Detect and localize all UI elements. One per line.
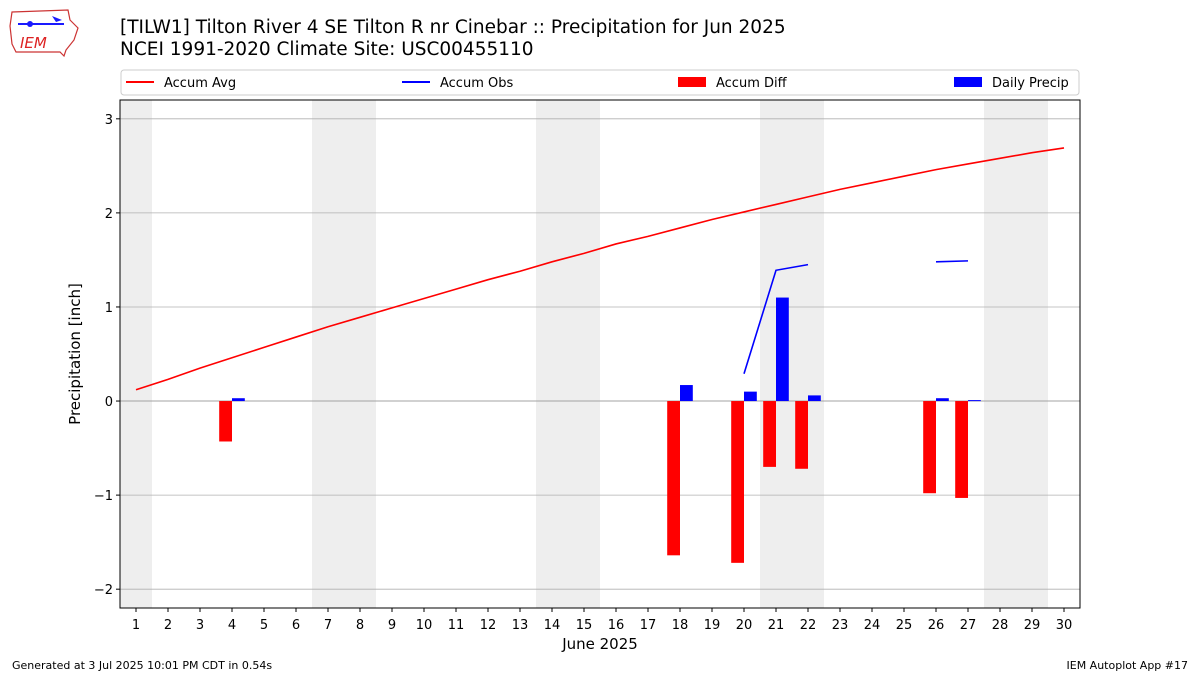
accum-diff-bar — [219, 401, 232, 442]
weekend-band — [536, 100, 600, 608]
accum-diff-bar — [731, 401, 744, 563]
x-tick-label: 11 — [448, 618, 465, 633]
bars — [219, 297, 981, 563]
x-tick-label: 18 — [672, 618, 689, 633]
lines — [135, 147, 1065, 391]
x-tick-label: 26 — [928, 618, 945, 633]
weekend-band — [984, 100, 1048, 608]
y-tick-label: −2 — [94, 583, 113, 598]
x-tick-label: 27 — [960, 618, 977, 633]
x-tick-label: 13 — [512, 618, 529, 633]
legend-label: Daily Precip — [992, 76, 1069, 91]
generated-timestamp: Generated at 3 Jul 2025 10:01 PM CDT in … — [12, 659, 273, 672]
legend-bar-swatch — [954, 77, 982, 87]
weekend-band — [312, 100, 376, 608]
x-tick-label: 1 — [132, 618, 140, 633]
x-tick-label: 16 — [608, 618, 625, 633]
legend-label: Accum Obs — [440, 76, 513, 91]
plot-frame — [119, 99, 1081, 609]
accum-obs-line — [935, 260, 969, 263]
legend-bar-swatch — [678, 77, 706, 87]
accum-diff-bar — [667, 401, 680, 556]
daily-precip-bar — [232, 398, 245, 402]
daily-precip-bar — [744, 391, 757, 402]
legend-label: Accum Diff — [716, 76, 788, 91]
x-tick-label: 22 — [800, 618, 817, 633]
logo-text: IEM — [20, 34, 47, 52]
y-axis-label: Precipitation [inch] — [66, 283, 84, 425]
accum-avg-line — [135, 147, 1065, 391]
x-tick-label: 28 — [992, 618, 1009, 633]
x-tick-label: 30 — [1056, 618, 1073, 633]
chart-title: [TILW1] Tilton River 4 SE Tilton R nr Ci… — [120, 17, 786, 38]
x-tick-label: 21 — [768, 618, 785, 633]
iem-logo: IEM — [9, 9, 79, 58]
accum-diff-bar — [955, 401, 968, 498]
x-tick-label: 24 — [864, 618, 881, 633]
x-tick-label: 14 — [544, 618, 561, 633]
accum-obs-line — [743, 263, 809, 374]
autoplot-app-label: IEM Autoplot App #17 — [1066, 659, 1189, 672]
x-tick-label: 7 — [324, 618, 332, 633]
daily-precip-bar — [936, 398, 949, 402]
x-tick-label: 6 — [292, 618, 300, 633]
chart-subtitle: NCEI 1991-2020 Climate Site: USC00455110 — [120, 39, 534, 60]
weekend-shading — [120, 100, 1048, 608]
grid-lines — [120, 118, 1080, 590]
accum-diff-bar — [795, 401, 808, 469]
x-tick-label: 23 — [832, 618, 849, 633]
x-tick-label: 8 — [356, 618, 364, 633]
accum-diff-bar — [923, 401, 936, 494]
x-tick-label: 25 — [896, 618, 913, 633]
accum-diff-bar — [763, 401, 776, 467]
x-tick-label: 19 — [704, 618, 721, 633]
daily-precip-bar — [968, 400, 981, 402]
y-tick-label: 0 — [105, 395, 113, 410]
legend: Accum Avg Accum Obs Accum Diff Daily Precip — [120, 69, 1080, 96]
x-tick-label: 20 — [736, 618, 753, 633]
x-tick-label: 4 — [228, 618, 236, 633]
y-tick-label: 1 — [105, 301, 113, 316]
daily-precip-bar — [808, 395, 821, 402]
x-tick-label: 5 — [260, 618, 268, 633]
x-axis-label: June 2025 — [561, 635, 638, 653]
legend-label: Accum Avg — [164, 76, 236, 91]
x-tick-label: 29 — [1024, 618, 1041, 633]
x-tick-label: 17 — [640, 618, 657, 633]
x-tick-label: 10 — [416, 618, 433, 633]
x-tick-label: 15 — [576, 618, 593, 633]
y-tick-label: 3 — [105, 113, 113, 128]
x-tick-label: 2 — [164, 618, 172, 633]
daily-precip-bar — [680, 385, 693, 402]
y-tick-label: 2 — [105, 207, 113, 222]
legend-box — [120, 69, 1080, 96]
x-tick-label: 9 — [388, 618, 396, 633]
y-tick-label: −1 — [94, 489, 113, 504]
weekend-band — [760, 100, 824, 608]
x-tick-label: 12 — [480, 618, 497, 633]
weekend-band — [120, 100, 152, 608]
x-tick-label: 3 — [196, 618, 204, 633]
daily-precip-bar — [776, 297, 789, 402]
